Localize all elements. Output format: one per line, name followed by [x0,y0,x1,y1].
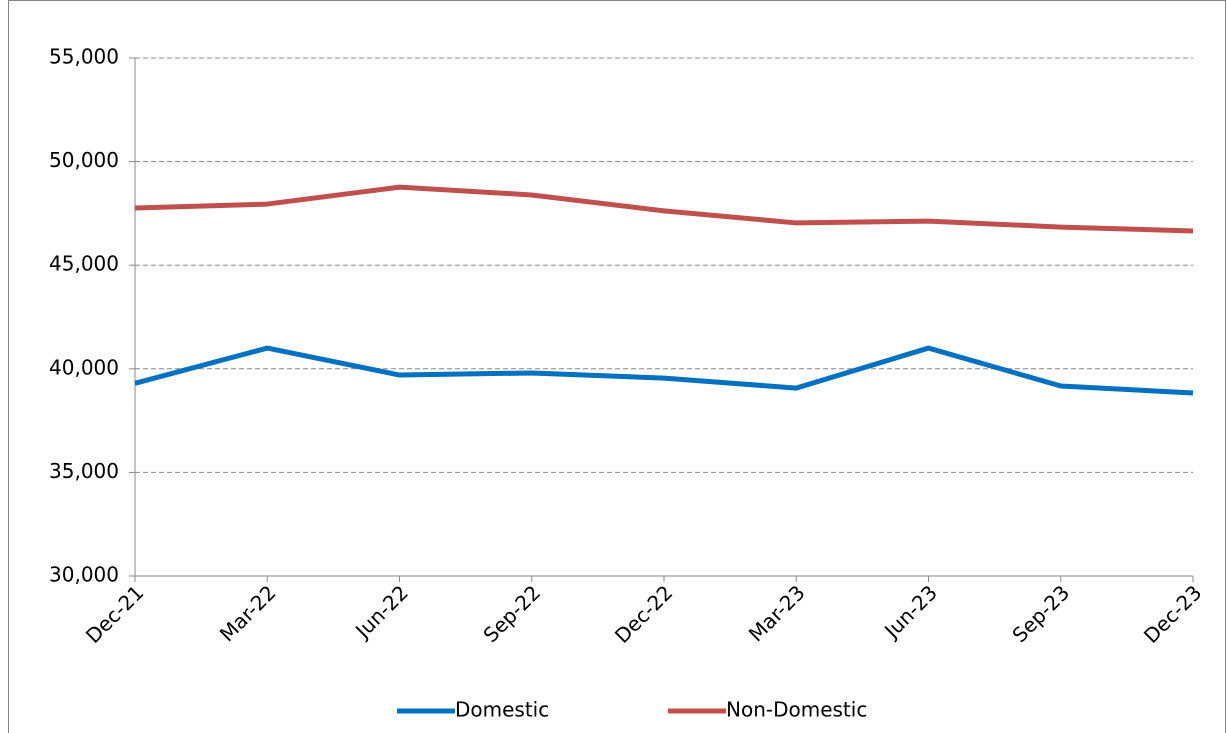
x-tick-label: Dec-22 [610,580,677,647]
x-tick-label: Jun-23 [878,580,942,644]
x-tick-label: Mar-22 [215,580,281,646]
series-line [134,184,1194,234]
y-tick-label: 50,000 [49,148,119,172]
x-tick-label: Jun-22 [349,580,413,644]
x-tick-label: Dec-21 [81,580,148,647]
x-tick-label: Mar-23 [744,580,810,646]
y-tick-label: 35,000 [49,459,119,483]
x-tick-label: Sep-23 [1007,580,1074,647]
chart-frame [8,0,1226,733]
y-tick-label: 45,000 [49,252,119,276]
x-tick-label: Sep-22 [478,580,545,647]
y-tick-label: 30,000 [49,563,119,587]
legend-label: Non-Domestic [726,698,867,722]
series-line [134,345,1194,396]
legend-label: Domestic [455,698,549,722]
y-tick-label: 40,000 [49,355,119,379]
x-tick-label: Dec-23 [1139,580,1206,647]
y-tick-label: 55,000 [49,45,119,69]
